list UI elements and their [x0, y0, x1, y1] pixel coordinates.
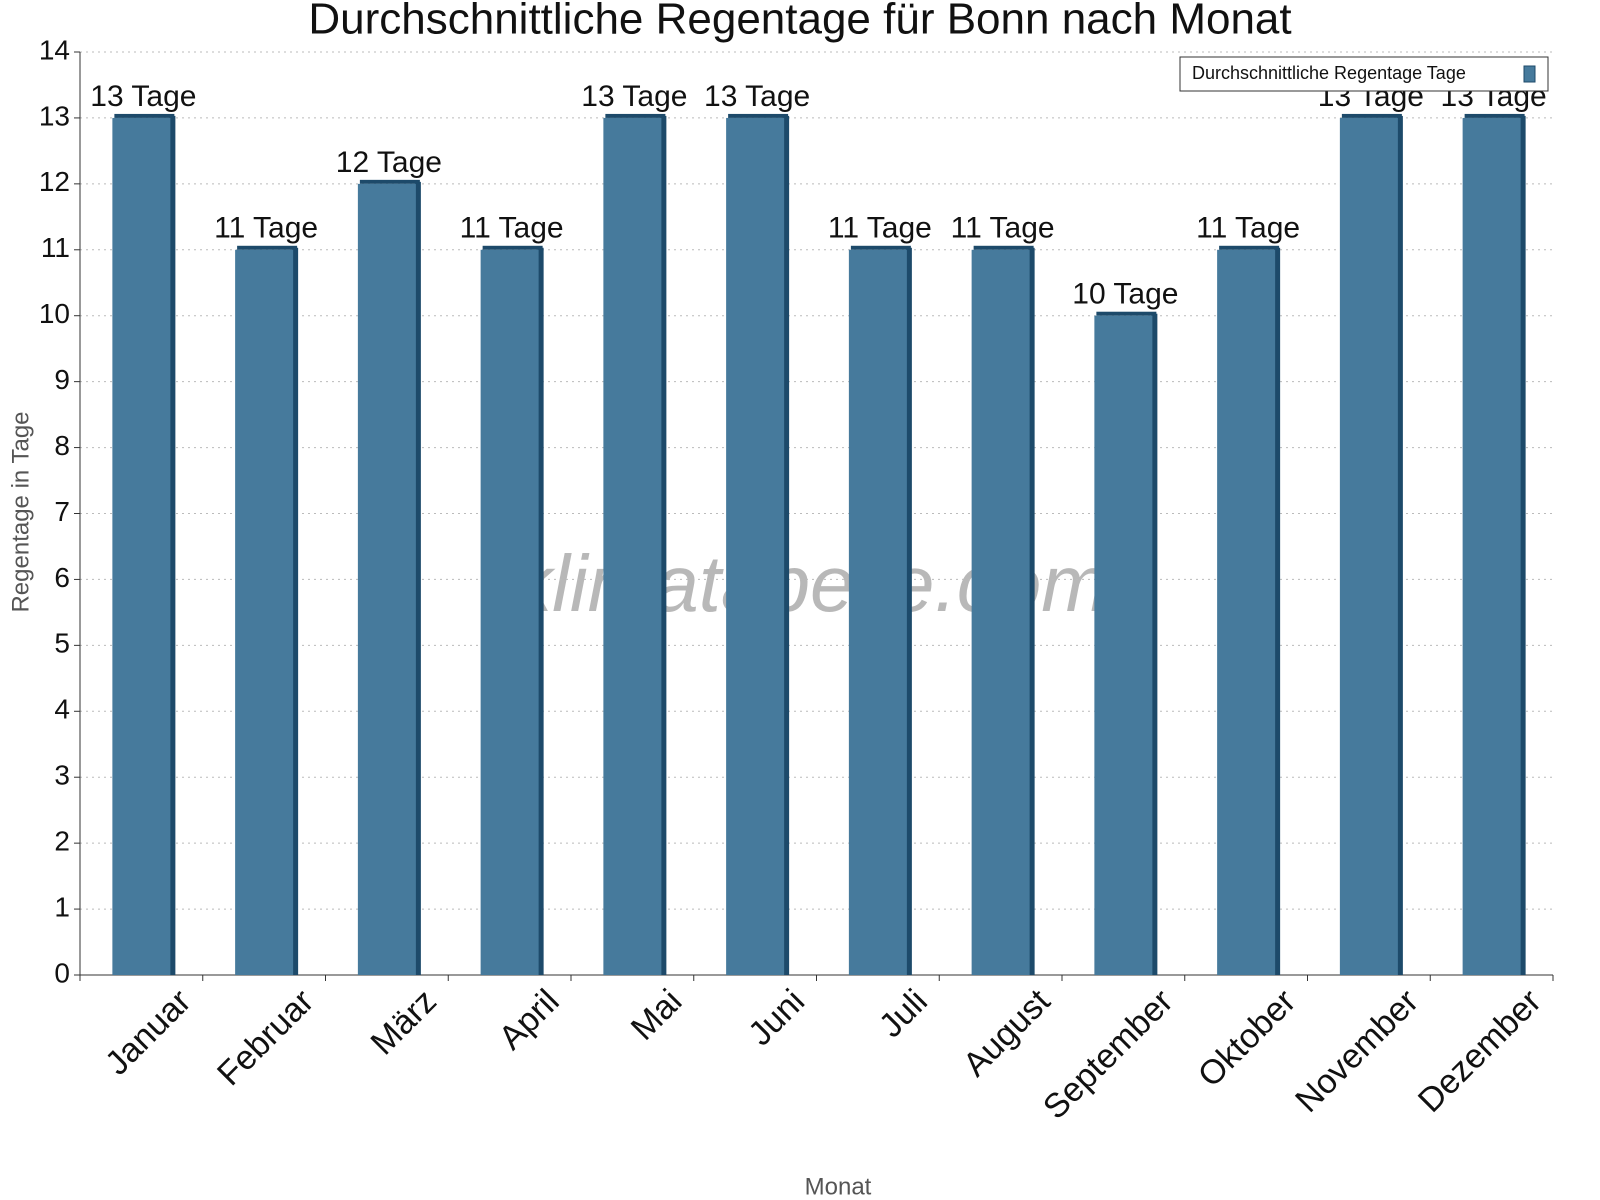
- value-label: 12 Tage: [336, 146, 442, 179]
- y-tick-label: 3: [54, 760, 70, 791]
- value-label: 11 Tage: [1196, 212, 1300, 245]
- y-tick-label: 14: [39, 34, 70, 65]
- bar-side: [905, 247, 912, 976]
- y-tick-label: 4: [54, 694, 70, 725]
- bar: [726, 117, 785, 975]
- bar-side: [169, 115, 176, 975]
- x-tick-label: Januar: [98, 982, 198, 1082]
- x-tick-label: Dezember: [1411, 982, 1549, 1120]
- bar-top: [237, 245, 298, 250]
- bar: [1339, 117, 1398, 975]
- y-tick-label: 6: [54, 562, 70, 593]
- x-tick-label: Juni: [741, 982, 812, 1053]
- bar: [971, 249, 1030, 976]
- bar-side: [660, 115, 667, 975]
- bar: [112, 117, 171, 975]
- bar-top: [1096, 311, 1157, 316]
- bar-top: [850, 245, 911, 250]
- bar-top: [1341, 113, 1402, 118]
- x-tick-label: November: [1288, 982, 1426, 1120]
- x-tick-label: März: [364, 982, 444, 1062]
- chart-title: Durchschnittliche Regentage für Bonn nac…: [308, 0, 1291, 44]
- bar-side: [1151, 313, 1158, 975]
- bar-top: [1464, 113, 1525, 118]
- y-tick-label: 9: [54, 364, 70, 395]
- y-tick-label: 11: [41, 232, 70, 263]
- x-tick-label: Februar: [210, 982, 321, 1093]
- bar-side: [1028, 247, 1035, 976]
- bar: [235, 249, 294, 976]
- bar-top: [605, 113, 666, 118]
- y-tick-label: 12: [39, 166, 70, 197]
- bar-top: [359, 179, 420, 184]
- y-tick-label: 1: [54, 891, 70, 922]
- bar-side: [414, 181, 421, 975]
- bar-side: [1396, 115, 1403, 975]
- bar-side: [783, 115, 790, 975]
- bar-top: [482, 245, 543, 250]
- bar-side: [537, 247, 544, 976]
- value-label: 13 Tage: [581, 80, 687, 113]
- bar-side: [292, 247, 299, 976]
- value-label: 11 Tage: [951, 212, 1055, 245]
- value-label: 13 Tage: [90, 80, 196, 113]
- x-tick-label: September: [1036, 982, 1180, 1126]
- value-label: 11 Tage: [828, 212, 932, 245]
- y-tick-label: 10: [39, 298, 70, 329]
- y-tick-label: 8: [54, 430, 70, 461]
- y-tick-label: 5: [54, 628, 70, 659]
- x-tick-label: April: [492, 982, 567, 1057]
- legend-box: [1179, 56, 1549, 92]
- bar: [603, 117, 662, 975]
- bar: [848, 249, 907, 976]
- x-tick-label: August: [956, 982, 1058, 1084]
- bar-top: [973, 245, 1034, 250]
- bar: [357, 183, 416, 975]
- y-axis-label: Regentage in Tage: [7, 411, 34, 612]
- value-label: 13 Tage: [704, 80, 810, 113]
- value-label: 10 Tage: [1072, 278, 1178, 311]
- legend-label: Durchschnittliche Regentage Tage: [1192, 63, 1466, 83]
- x-axis-label: Monat: [805, 1173, 872, 1200]
- y-tick-label: 0: [54, 957, 70, 988]
- bar-top: [728, 113, 789, 118]
- x-tick-label: Oktober: [1191, 982, 1303, 1094]
- y-tick-label: 7: [54, 496, 70, 527]
- bar-side: [1519, 115, 1526, 975]
- bar-top: [1219, 245, 1280, 250]
- bar: [480, 249, 539, 976]
- bar: [1462, 117, 1521, 975]
- y-tick-label: 2: [54, 826, 70, 857]
- bar-side: [1274, 247, 1281, 976]
- x-tick-label: Mai: [624, 982, 690, 1048]
- y-tick-label: 13: [39, 100, 70, 131]
- x-tick-label: Juli: [872, 982, 935, 1045]
- bar-top: [114, 113, 175, 118]
- value-label: 11 Tage: [214, 212, 318, 245]
- legend-swatch: [1523, 65, 1536, 83]
- value-label: 11 Tage: [460, 212, 564, 245]
- bar: [1094, 315, 1153, 975]
- bar: [1217, 249, 1276, 976]
